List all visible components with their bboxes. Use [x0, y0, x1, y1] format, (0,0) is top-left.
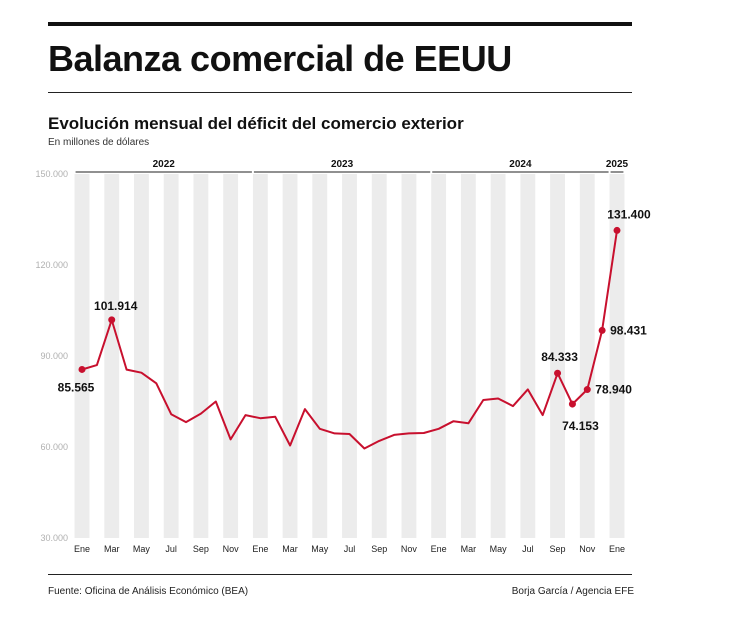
grid-band	[193, 174, 209, 538]
y-tick-label: 120.000	[35, 260, 68, 270]
year-label: 2022	[153, 159, 176, 170]
data-label: 85.565	[58, 380, 95, 394]
data-label: 74.153	[562, 419, 599, 433]
units-label: En millones de dólares	[48, 137, 150, 148]
data-label: 98.431	[610, 323, 647, 337]
data-point	[554, 369, 562, 377]
title-divider	[48, 92, 632, 93]
grid-band	[342, 174, 357, 538]
x-tick-label: Ene	[609, 544, 625, 554]
x-tick-label: Nov	[579, 544, 596, 554]
y-tick-label: 30.000	[40, 533, 68, 543]
y-tick-label: 150.000	[35, 169, 68, 179]
x-tick-label: Sep	[550, 544, 566, 554]
x-tick-label: May	[311, 544, 329, 554]
x-tick-label: Jul	[522, 544, 534, 554]
x-tick-label: Sep	[193, 544, 209, 554]
grid-band	[550, 174, 565, 538]
data-label: 78.940	[595, 383, 632, 397]
grid-band	[282, 174, 298, 538]
source-note: Fuente: Oficina de Análisis Económico (B…	[48, 586, 249, 597]
grid-band	[74, 174, 90, 538]
x-tick-label: Mar	[461, 544, 477, 554]
grid-band	[579, 174, 595, 538]
series-line	[81, 230, 618, 450]
grid-band	[312, 174, 328, 538]
x-tick-label: Ene	[431, 544, 447, 554]
data-point	[568, 400, 576, 408]
year-label: 2024	[509, 159, 532, 170]
x-tick-label: Nov	[401, 544, 418, 554]
data-label: 131.400	[607, 207, 651, 221]
top-rule	[48, 22, 632, 26]
grid-band	[104, 174, 120, 538]
data-point	[78, 365, 86, 373]
x-tick-label: Nov	[223, 544, 240, 554]
data-point	[598, 326, 606, 334]
footer-divider	[48, 574, 632, 575]
grid-band	[223, 174, 239, 538]
grid-band	[401, 174, 417, 538]
year-label: 2025	[606, 159, 629, 170]
x-tick-label: Ene	[74, 544, 90, 554]
y-tick-label: 60.000	[40, 442, 68, 452]
data-label: 101.914	[94, 299, 138, 313]
grid-band	[520, 174, 536, 538]
year-label: 2023	[331, 159, 354, 170]
x-tick-label: May	[490, 544, 508, 554]
grid-band	[431, 174, 447, 538]
grid-band	[490, 174, 506, 538]
grid-band	[460, 174, 476, 538]
x-tick-label: Jul	[165, 544, 177, 554]
x-tick-label: Mar	[282, 544, 298, 554]
grid-band	[252, 174, 268, 538]
x-tick-label: Mar	[104, 544, 120, 554]
y-tick-label: 90.000	[40, 351, 68, 361]
x-tick-label: Sep	[371, 544, 387, 554]
data-point	[108, 316, 116, 324]
page-title: Balanza comercial de EEUU	[48, 38, 512, 79]
credit-note: Borja García / Agencia EFE	[511, 586, 634, 597]
x-tick-label: Ene	[252, 544, 268, 554]
grid-band	[371, 174, 387, 538]
data-label: 84.333	[541, 350, 578, 364]
x-tick-label: Jul	[344, 544, 356, 554]
grid-band	[609, 174, 625, 538]
grid-band	[163, 174, 179, 538]
data-point	[583, 386, 591, 394]
x-tick-label: May	[133, 544, 151, 554]
data-point	[613, 226, 621, 234]
chart-subtitle: Evolución mensual del déficit del comerc…	[48, 114, 464, 133]
grid-band	[134, 174, 149, 538]
